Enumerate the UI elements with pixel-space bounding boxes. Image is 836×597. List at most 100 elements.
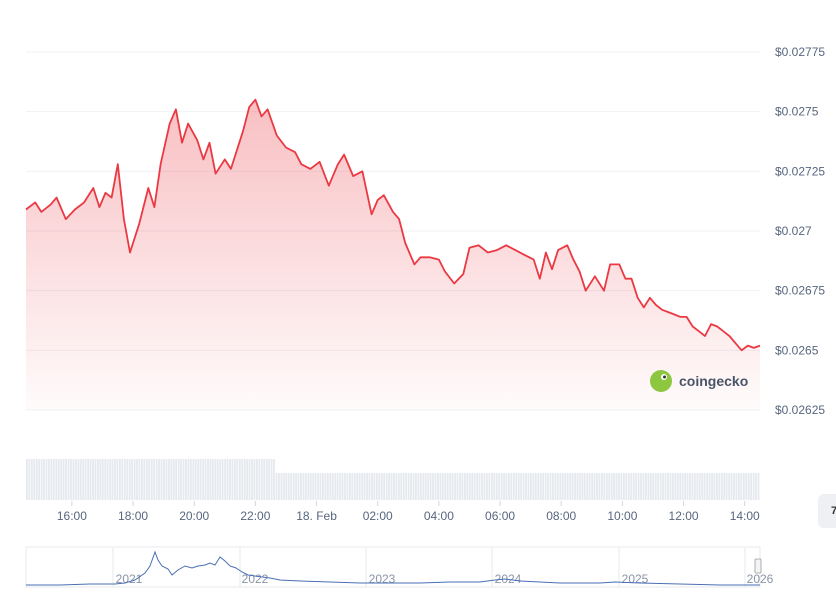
volume-bar	[657, 473, 660, 500]
volume-bar	[747, 473, 750, 500]
volume-bar	[40, 459, 43, 500]
volume-bar	[375, 473, 378, 500]
volume-bar	[141, 459, 143, 500]
volume-bar	[703, 473, 706, 500]
x-tick-label: 08:00	[546, 509, 576, 523]
watermark-label: coingecko	[679, 373, 748, 389]
volume-bar	[302, 473, 305, 500]
volume-bar	[532, 473, 535, 500]
volume-bar	[534, 473, 537, 500]
volume-bar	[515, 473, 518, 500]
volume-bar	[304, 473, 307, 500]
volume-bar	[723, 473, 726, 500]
volume-bar	[742, 473, 745, 500]
volume-bar	[706, 473, 709, 500]
volume-bar	[43, 459, 45, 500]
volume-bar	[136, 459, 138, 500]
volume-bar	[647, 473, 650, 500]
volume-bar	[331, 473, 334, 500]
volume-bar	[143, 459, 146, 500]
volume-bar	[241, 459, 244, 500]
volume-bar	[456, 473, 459, 500]
x-tick-label: 18:00	[118, 509, 148, 523]
volume-bar	[52, 459, 55, 500]
volume-bar	[35, 459, 38, 500]
volume-bar	[740, 473, 743, 500]
volume-bar	[473, 473, 476, 500]
volume-bar	[282, 473, 285, 500]
x-tick-label: 22:00	[240, 509, 270, 523]
volume-bar	[119, 459, 121, 500]
volume-bar	[204, 459, 207, 500]
navigator-handle[interactable]	[754, 558, 762, 574]
volume-bar	[583, 473, 586, 500]
zoom-range-button[interactable]: 7	[818, 494, 836, 528]
volume-bar	[405, 473, 408, 500]
volume-bar	[691, 473, 694, 500]
volume-bar	[77, 459, 80, 500]
volume-bar	[74, 459, 77, 500]
volume-bar	[610, 473, 613, 500]
volume-bar	[407, 473, 410, 500]
volume-bar	[725, 473, 728, 500]
volume-bar	[419, 473, 422, 500]
volume-bar	[45, 459, 48, 500]
y-tick-label: $0.02625	[775, 403, 825, 417]
volume-bar	[525, 473, 527, 500]
volume-bar	[278, 473, 280, 500]
volume-bar	[642, 473, 645, 500]
volume-bar	[552, 473, 554, 500]
x-tick-label: 02:00	[363, 509, 393, 523]
volume-bar	[671, 473, 674, 500]
navigator-year-label: 2026	[747, 572, 774, 586]
volume-bar	[569, 473, 572, 500]
navigator-year-label: 2025	[622, 572, 649, 586]
volume-bar	[439, 473, 442, 500]
volume-bar	[490, 473, 493, 500]
volume-bar	[97, 459, 99, 500]
volume-bar	[199, 459, 202, 500]
volume-bar	[522, 473, 525, 500]
volume-bar	[429, 473, 432, 500]
volume-bar	[182, 459, 185, 500]
volume-bar	[561, 473, 564, 500]
y-tick-label: $0.027	[775, 224, 812, 238]
volume-bar	[397, 473, 400, 500]
volume-bar	[693, 473, 696, 500]
volume-bar	[461, 473, 464, 500]
volume-bar	[84, 459, 87, 500]
volume-bar	[373, 473, 376, 500]
volume-bar	[138, 459, 141, 500]
volume-bar	[319, 473, 322, 500]
volume-bar	[346, 473, 349, 500]
volume-bar	[454, 473, 457, 500]
volume-bar	[591, 473, 594, 500]
volume-bar	[481, 473, 483, 500]
volume-bar	[226, 459, 229, 500]
volume-bar	[368, 473, 371, 500]
volume-bar	[581, 473, 584, 500]
volume-bar	[275, 473, 278, 500]
volume-bar	[344, 473, 346, 500]
volume-bar	[586, 473, 589, 500]
volume-bar	[676, 473, 679, 500]
volume-bar	[361, 473, 364, 500]
volume-bar	[50, 459, 53, 500]
x-tick-label: 10:00	[607, 509, 637, 523]
volume-bar	[214, 459, 217, 500]
volume-bar	[106, 459, 109, 500]
volume-bar	[608, 473, 611, 500]
volume-bar	[170, 459, 173, 500]
volume-bar	[415, 473, 417, 500]
navigator[interactable]: 2021 2022 2023 2024 2025 2026	[25, 546, 774, 588]
volume-bar	[236, 459, 239, 500]
volume-bar	[270, 459, 273, 500]
volume-bar	[576, 473, 579, 500]
volume-bar	[145, 459, 148, 500]
volume-bar	[388, 473, 390, 500]
x-tick-label: 20:00	[179, 509, 209, 523]
volume-bar	[383, 473, 386, 500]
volume-bar	[451, 473, 454, 500]
volume-bar	[505, 473, 508, 500]
volume-bar	[757, 473, 760, 500]
